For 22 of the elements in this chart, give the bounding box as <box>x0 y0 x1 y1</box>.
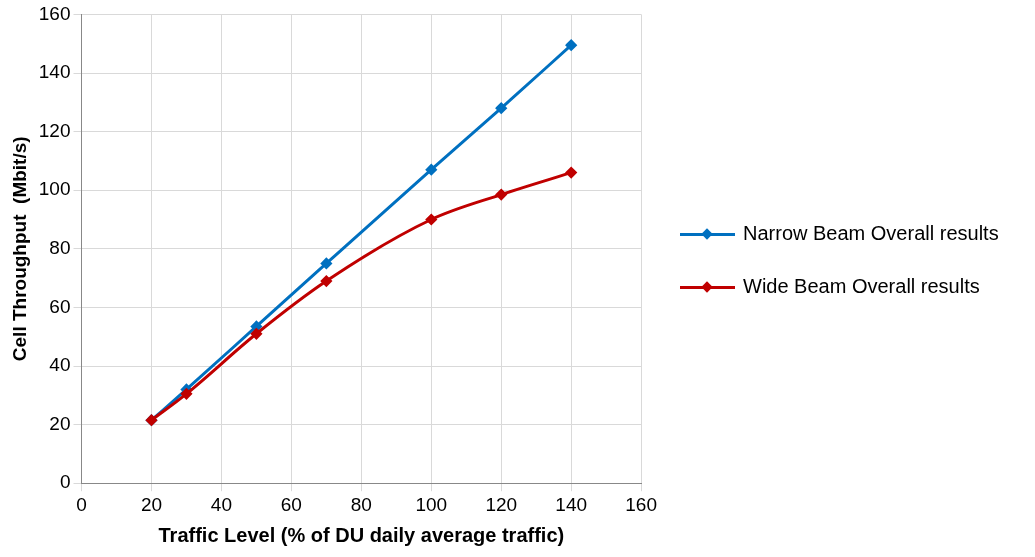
legend-label: Narrow Beam Overall results <box>743 222 999 245</box>
y-axis-title: Cell Throughput (Mbit/s) <box>8 136 30 362</box>
x-tick-label: 100 <box>415 493 448 515</box>
y-tick-label: 120 <box>38 119 71 141</box>
x-tick-label: 0 <box>76 493 87 515</box>
y-tick-label: 140 <box>38 61 71 83</box>
y-tick-label: 100 <box>38 178 71 200</box>
x-tick-label: 80 <box>350 493 372 515</box>
y-tick-label: 40 <box>49 354 71 376</box>
x-tick-label: 40 <box>210 493 232 515</box>
y-tick-label: 80 <box>49 237 71 259</box>
legend-label: Wide Beam Overall results <box>743 275 980 298</box>
x-axis-title: Traffic Level (% of DU daily average traffic) <box>158 523 565 546</box>
y-tick-label: 160 <box>38 2 71 24</box>
x-tick-label: 20 <box>140 493 163 515</box>
x-tick-label: 120 <box>485 493 518 515</box>
y-tick-label: 60 <box>49 295 71 317</box>
x-tick-label: 160 <box>625 493 657 515</box>
x-tick-label: 140 <box>555 493 588 515</box>
x-tick-label: 60 <box>280 493 302 515</box>
y-tick-label: 20 <box>49 412 71 434</box>
y-tick-label: 0 <box>59 471 71 493</box>
